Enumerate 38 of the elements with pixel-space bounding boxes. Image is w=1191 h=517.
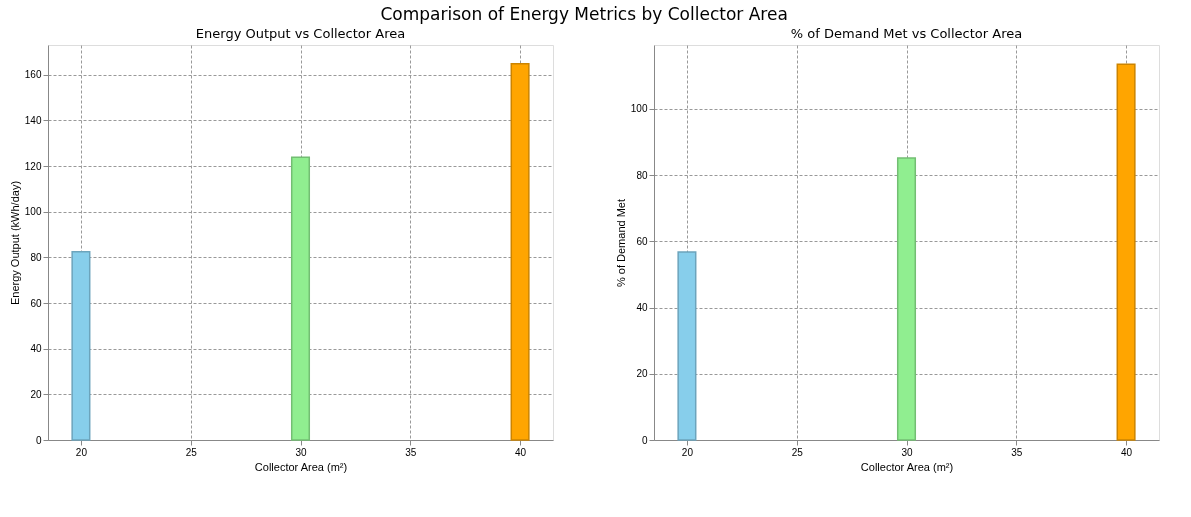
x-tick-label: 40 xyxy=(515,446,527,458)
x-tick-label: 20 xyxy=(681,446,694,458)
x-tick-label: 30 xyxy=(295,446,307,458)
bar xyxy=(510,62,530,441)
y-tick-label: 40 xyxy=(30,343,42,355)
y-tick-label: 140 xyxy=(24,114,42,126)
bar xyxy=(71,250,91,441)
x-tick-label: 40 xyxy=(1121,446,1133,458)
bar xyxy=(896,157,917,441)
y-tick-label: 80 xyxy=(30,251,42,263)
y-tick-label: 60 xyxy=(30,297,42,309)
y-tick-label: 100 xyxy=(630,103,648,115)
bar xyxy=(290,156,311,441)
y-tick-label: 0 xyxy=(641,434,648,446)
y-tick-label: 60 xyxy=(636,235,648,247)
x-tick-label: 35 xyxy=(1011,446,1023,458)
chart-title: % of Demand Met vs Collector Area xyxy=(790,26,1023,41)
y-tick-label: 100 xyxy=(24,206,42,218)
x-tick-label: 25 xyxy=(185,446,198,458)
x-axis-title: Collector Area (m²) xyxy=(860,460,954,473)
chart-title: Energy Output vs Collector Area xyxy=(195,26,406,41)
text: Comparison of Energy Metrics by Collector Area xyxy=(380,3,788,24)
x-tick-label: 25 xyxy=(791,446,804,458)
y-axis-title: Energy Output (kWh/day) xyxy=(8,180,21,306)
y-tick-label: 20 xyxy=(636,368,648,380)
x-tick-label: 35 xyxy=(405,446,417,458)
x-axis-title: Collector Area (m²) xyxy=(254,460,348,473)
y-tick-label: 120 xyxy=(24,160,42,172)
y-tick-label: 40 xyxy=(636,302,648,314)
x-tick-label: 20 xyxy=(75,446,88,458)
y-tick-label: 80 xyxy=(636,169,648,181)
x-tick-label: 30 xyxy=(901,446,913,458)
y-tick-label: 20 xyxy=(30,388,42,400)
y-tick-label: 160 xyxy=(24,69,42,81)
bar xyxy=(1116,63,1136,441)
y-tick-label: 0 xyxy=(35,434,42,446)
y-axis-title: % of Demand Met xyxy=(614,198,627,288)
bar xyxy=(677,251,697,441)
